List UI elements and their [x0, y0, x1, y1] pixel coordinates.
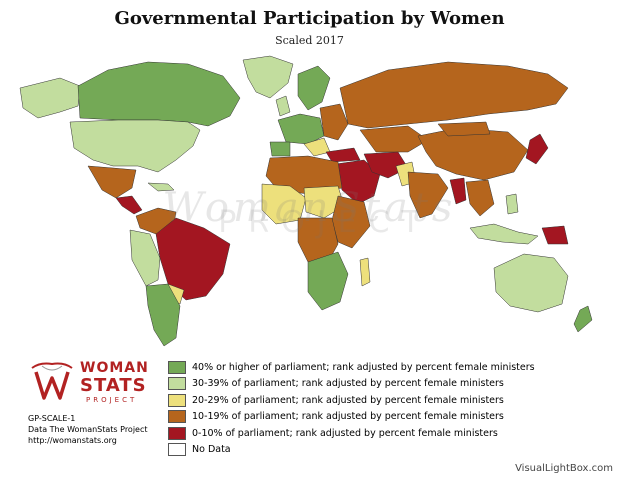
region-russia [339, 61, 569, 129]
legend-item: 30-39% of parliament; rank adjusted by p… [168, 376, 535, 392]
legend-label: 30-39% of parliament; rank adjusted by p… [192, 378, 504, 389]
credit-code: GP-SCALE-1 [28, 414, 76, 423]
region-chile-argentina [145, 283, 181, 347]
region-canada [77, 61, 241, 127]
region-usa [69, 119, 201, 173]
legend-swatch [168, 426, 186, 440]
legend-label: 40% or higher of parliament; rank adjust… [192, 361, 535, 373]
region-indonesia [469, 223, 539, 245]
region-new-zealand [573, 305, 593, 333]
region-southeast-asia [465, 179, 495, 217]
world-map [8, 48, 611, 348]
logo-text-stats: STATS [80, 375, 147, 396]
region-central-america [115, 195, 143, 215]
region-myanmar [449, 177, 467, 205]
world-map-svg [19, 55, 593, 347]
region-papua-new-guinea [541, 225, 569, 245]
region-australia [493, 253, 569, 313]
region-middle-east [335, 159, 381, 205]
region-mexico [87, 165, 137, 199]
source-credit: VisualLightBox.com [515, 463, 613, 474]
legend-item: 0-10% of parliament; rank adjusted by pe… [168, 425, 535, 441]
legend-swatch [168, 360, 186, 374]
legend-item: 40% or higher of parliament; rank adjust… [168, 359, 535, 375]
legend-label: No Data [192, 444, 231, 455]
region-uk [275, 95, 291, 117]
region-caribbean [147, 182, 175, 192]
legend-swatch [168, 377, 186, 390]
region-eastern-europe [319, 103, 349, 141]
region-greenland [242, 55, 294, 99]
legend-item: No Data [168, 442, 535, 458]
region-turkey [325, 147, 361, 163]
region-peru-bolivia [129, 229, 161, 287]
region-mongolia [437, 121, 491, 137]
region-iberia [269, 141, 291, 157]
region-southern-africa [307, 251, 349, 311]
map-title: Governmental Participation by Women [114, 8, 505, 29]
legend-item: 20-29% of parliament; rank adjusted by p… [168, 392, 535, 408]
womanstats-emblem-icon [31, 362, 73, 400]
legend-label: 20-29% of parliament; rank adjusted by p… [192, 394, 504, 406]
legend-swatch [168, 410, 186, 423]
region-scandinavia [297, 65, 331, 111]
legend: 40% or higher of parliament; rank adjust… [168, 359, 535, 458]
credit-source: Data The WomanStats Project [28, 425, 148, 434]
region-korea-japan [525, 133, 549, 165]
region-alaska [19, 77, 81, 119]
credits: GP-SCALE-1 Data The WomanStats Project h… [28, 413, 148, 446]
map-subtitle: Scaled 2017 [275, 34, 344, 47]
region-western-europe [277, 113, 325, 145]
logo-text-woman: WOMAN [80, 360, 149, 376]
legend-swatch [168, 443, 186, 456]
region-china [417, 127, 529, 181]
legend-item: 10-19% of parliament; rank adjusted by p… [168, 409, 535, 425]
region-central-asia [359, 125, 429, 153]
legend-swatch [168, 393, 186, 407]
region-east-africa [331, 195, 371, 249]
legend-label: 0-10% of parliament; rank adjusted by pe… [192, 427, 498, 439]
credit-url: http://womanstats.org [28, 436, 117, 445]
region-india [407, 171, 449, 219]
region-philippines [505, 193, 519, 215]
womanstats-logo: WOMAN STATS PROJECT [28, 360, 148, 408]
logo-text-project: PROJECT [86, 396, 138, 404]
region-madagascar [359, 257, 371, 287]
legend-label: 10-19% of parliament; rank adjusted by p… [192, 411, 504, 422]
region-brazil [155, 217, 231, 301]
